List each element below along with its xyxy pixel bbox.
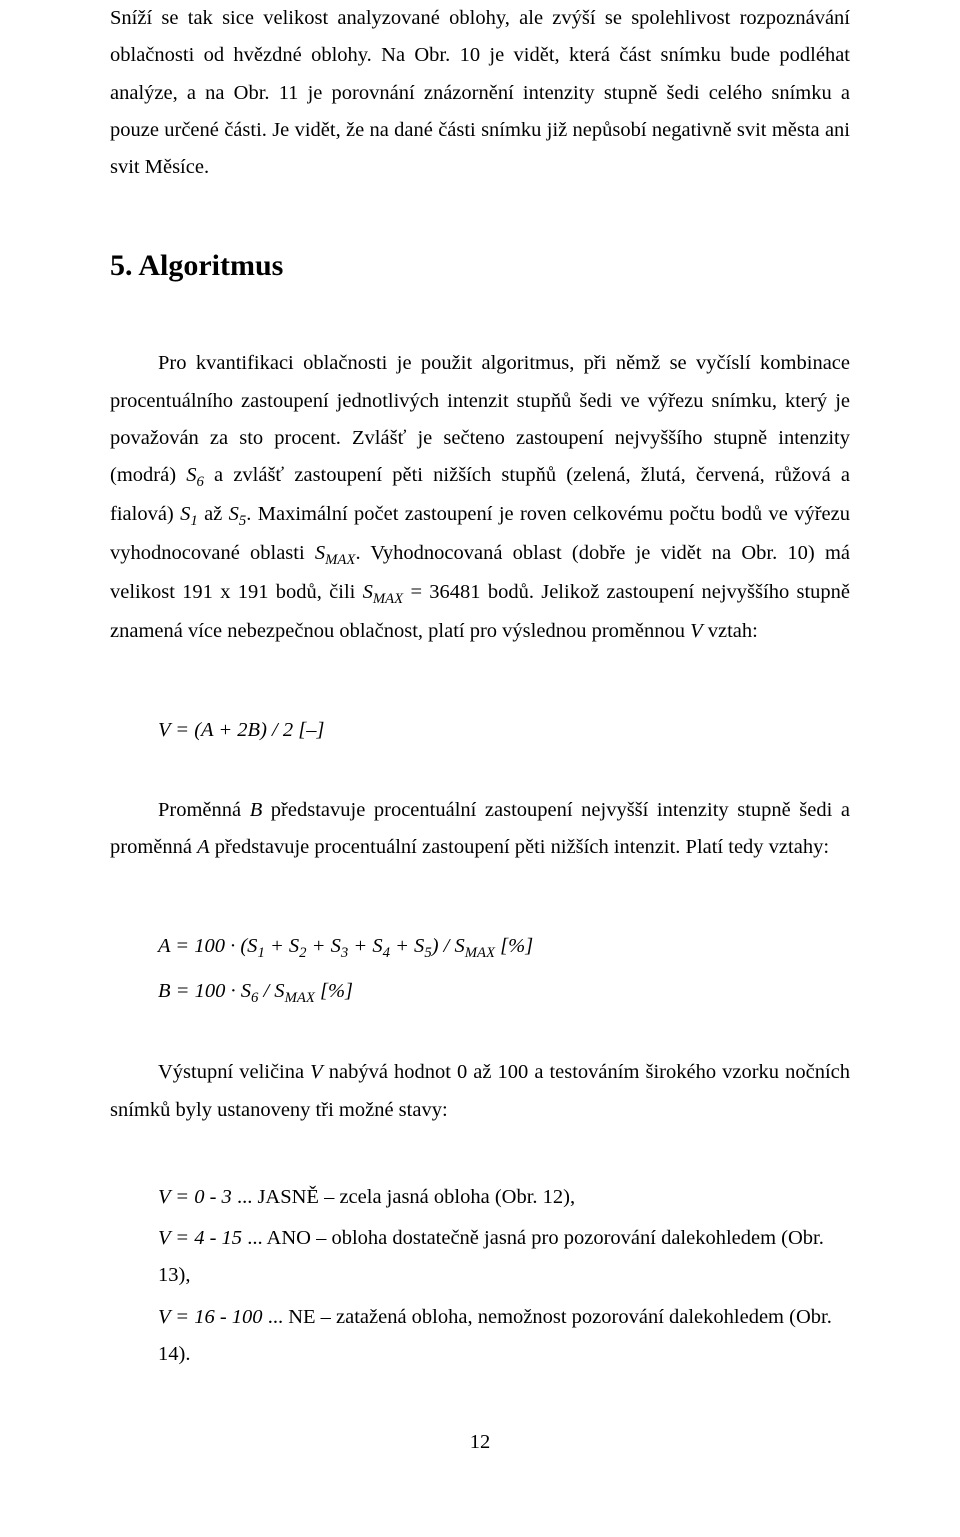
document-page: Sníží se tak sice velikost analyzované o…: [0, 0, 960, 1537]
text-segment: představuje procentuální zastoupení pěti…: [210, 836, 829, 858]
eq-text: + S: [307, 935, 341, 957]
condition-1: V = 0 - 3 ... JASNĚ – zcela jasná obloha…: [110, 1179, 850, 1216]
text-segment: Výstupní veličina: [158, 1061, 310, 1083]
page-number: 12: [110, 1431, 850, 1454]
condition-desc: ... JASNĚ – zcela jasná obloha (Obr. 12)…: [232, 1186, 575, 1208]
eq-sub: 5: [424, 945, 431, 961]
symbol-smax: SMAX: [315, 542, 356, 564]
spacer: [110, 670, 850, 688]
text-segment: vztah:: [703, 620, 758, 642]
eq-text: + S: [348, 935, 382, 957]
symbol-v-2: V: [310, 1061, 323, 1083]
equation-v: V = (A + 2B) / 2 [–]: [110, 712, 850, 749]
section-paragraph-1: Pro kvantifikaci oblačnosti je použit al…: [110, 345, 850, 650]
symbol-s6: S6: [186, 464, 204, 486]
symbol-v: V: [690, 620, 703, 642]
condition-range: V = 16 - 100: [158, 1306, 263, 1328]
symbol-smax-2: SMAX: [363, 581, 404, 603]
condition-range: V = 0 - 3: [158, 1186, 232, 1208]
eq-sub: MAX: [465, 945, 495, 961]
eq-sub: 2: [299, 945, 306, 961]
equation-a: A = 100 · (S1 + S2 + S3 + S4 + S5) / SMA…: [110, 928, 850, 967]
eq-text: + S: [265, 935, 299, 957]
eq-text: B = 100 · S: [158, 980, 251, 1002]
symbol-a: A: [197, 836, 210, 858]
eq-sub: 1: [257, 945, 264, 961]
eq-text: [%]: [315, 980, 353, 1002]
symbol-b: B: [250, 799, 263, 821]
section-paragraph-3: Výstupní veličina V nabývá hodnot 0 až 1…: [110, 1054, 850, 1129]
eq-text: ) / S: [432, 935, 465, 957]
section-heading: 5. Algoritmus: [110, 246, 850, 285]
eq-text: + S: [390, 935, 424, 957]
condition-2: V = 4 - 15 ... ANO – obloha dostatečně j…: [110, 1220, 850, 1295]
symbol-s1: S1: [180, 503, 198, 525]
eq-text: [%]: [495, 935, 533, 957]
eq-sub: 4: [383, 945, 390, 961]
section-paragraph-2: Proměnná B představuje procentuální zast…: [110, 792, 850, 867]
condition-desc: ... ANO – obloha dostatečně jasná pro po…: [158, 1227, 824, 1286]
spacer: [110, 886, 850, 904]
text-segment: Proměnná: [158, 799, 250, 821]
condition-3: V = 16 - 100 ... NE – zatažená obloha, n…: [110, 1299, 850, 1374]
intro-paragraph: Sníží se tak sice velikost analyzované o…: [110, 0, 850, 186]
spacer: [110, 774, 850, 792]
spacer: [110, 1036, 850, 1054]
eq-text: A = 100 · (S: [158, 935, 257, 957]
spacer: [110, 1149, 850, 1167]
condition-range: V = 4 - 15: [158, 1227, 242, 1249]
eq-text: / S: [258, 980, 284, 1002]
eq-sub: MAX: [285, 990, 315, 1006]
equation-b: B = 100 · S6 / SMAX [%]: [110, 973, 850, 1012]
text-segment: až: [198, 503, 229, 525]
symbol-s5: S5: [229, 503, 247, 525]
